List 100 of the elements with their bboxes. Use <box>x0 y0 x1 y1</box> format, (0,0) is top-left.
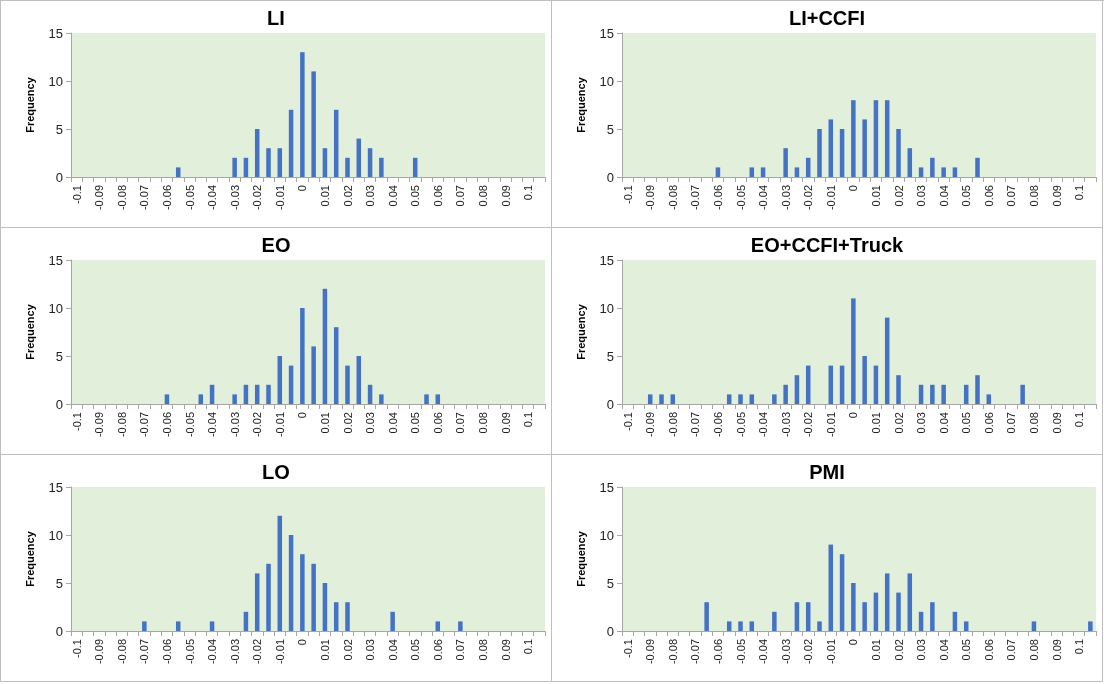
x-tick-label: -0.03 <box>779 185 792 211</box>
bar <box>300 52 305 177</box>
x-tick-label: -0.02 <box>802 639 815 665</box>
x-tick-label: 0.02 <box>341 185 354 207</box>
x-tick-label: 0.07 <box>454 412 467 434</box>
x-tick-label: 0.06 <box>982 412 995 434</box>
y-tick-label: 10 <box>48 73 63 89</box>
x-tick-label: 0.07 <box>454 639 467 661</box>
y-tick-label: 5 <box>55 121 63 137</box>
x-tick-label: -0.07 <box>138 639 151 665</box>
x-tick-label: 0.02 <box>892 185 905 207</box>
x-tick-label: 0 <box>296 185 309 192</box>
x-tick-label: -0.07 <box>689 185 702 211</box>
chart-title: EO+CCFI+Truck <box>750 234 905 256</box>
y-axis-title: Frequency <box>574 76 587 133</box>
x-tick-label: 0 <box>847 185 860 192</box>
x-tick-label: -0.04 <box>206 185 219 211</box>
x-tick-label: 0.1 <box>522 639 535 655</box>
x-tick-label: -0.02 <box>251 639 264 665</box>
x-tick-label: 0.1 <box>1073 639 1086 655</box>
x-tick-label: 0.07 <box>454 185 467 207</box>
bar <box>670 394 676 404</box>
bar <box>749 621 755 631</box>
x-tick-label: 0.02 <box>892 639 905 661</box>
x-tick-label: 0.06 <box>982 639 995 661</box>
bar <box>435 621 441 631</box>
bar <box>794 167 800 177</box>
x-tick-label: 0.04 <box>937 639 950 661</box>
y-tick-label: 10 <box>599 527 614 543</box>
x-tick-label: 0 <box>296 639 309 646</box>
y-tick-label: 15 <box>48 479 63 495</box>
x-tick-label: -0.08 <box>115 639 128 665</box>
bar <box>726 394 732 404</box>
bar <box>311 346 316 404</box>
bar <box>941 167 946 177</box>
x-tick-label: -0.08 <box>666 639 679 665</box>
bar <box>952 167 958 177</box>
x-tick-label: -0.1 <box>70 639 83 658</box>
bar <box>175 621 181 631</box>
x-tick-label: 0.08 <box>476 185 489 207</box>
x-tick-label: 0.1 <box>1073 185 1086 201</box>
x-tick-label: 0.01 <box>318 185 331 207</box>
y-tick-label: 5 <box>606 121 614 137</box>
bar <box>738 621 743 631</box>
x-tick-label: -0.06 <box>160 639 173 665</box>
bar <box>930 384 935 404</box>
x-tick-label: 0.05 <box>409 639 422 661</box>
x-tick-label: 0.01 <box>318 412 331 434</box>
x-tick-label: -0.03 <box>228 412 241 438</box>
x-tick-label: -0.1 <box>70 185 83 204</box>
x-tick-label: 0.09 <box>1050 185 1063 207</box>
x-tick-label: -0.05 <box>183 412 196 438</box>
y-tick-label: 15 <box>48 252 63 268</box>
x-tick-label: 0.01 <box>869 412 882 434</box>
x-tick-label: 0.01 <box>869 639 882 661</box>
x-tick-label: -0.1 <box>621 185 634 204</box>
x-tick-label: 0.08 <box>476 639 489 661</box>
x-tick-label: 0.1 <box>522 185 535 201</box>
y-tick-label: 5 <box>55 348 63 364</box>
x-tick-label: 0.09 <box>499 185 512 207</box>
x-tick-label: -0.06 <box>160 412 173 438</box>
y-tick-label: 5 <box>606 575 614 591</box>
x-tick-label: 0.09 <box>1050 639 1063 661</box>
x-tick-label: -0.07 <box>138 185 151 211</box>
bar <box>345 602 350 631</box>
bar <box>1088 621 1093 631</box>
y-tick-label: 15 <box>599 25 614 41</box>
bar <box>164 394 170 404</box>
x-tick-label: -0.04 <box>206 639 219 665</box>
bar <box>772 611 777 631</box>
x-tick-label: -0.04 <box>757 185 770 211</box>
x-tick-label: -0.05 <box>734 185 747 211</box>
bar <box>647 394 653 404</box>
bar <box>896 592 901 631</box>
bar <box>896 375 901 404</box>
y-tick-label: 15 <box>599 252 614 268</box>
x-tick-label: -0.09 <box>644 185 657 211</box>
x-tick-label: 0.03 <box>364 412 377 434</box>
bar <box>986 394 992 404</box>
x-tick-label: -0.08 <box>666 412 679 438</box>
chart-title: EO <box>261 234 291 256</box>
chart-title: PMI <box>809 461 845 483</box>
y-tick-label: 10 <box>599 300 614 316</box>
x-tick-label: 0.05 <box>409 412 422 434</box>
y-tick-label: 10 <box>599 73 614 89</box>
x-tick-label: -0.1 <box>621 412 634 431</box>
bar <box>896 129 901 177</box>
x-tick-label: -0.09 <box>644 412 657 438</box>
bar <box>704 602 709 631</box>
x-tick-label: -0.03 <box>779 639 792 665</box>
bar <box>232 394 237 404</box>
x-tick-label: 0.04 <box>386 639 399 661</box>
x-tick-label: -0.05 <box>183 639 196 665</box>
bar <box>266 148 271 177</box>
x-tick-label: -0.1 <box>621 639 634 658</box>
bar <box>930 602 935 631</box>
bar <box>851 298 856 404</box>
x-tick-label: -0.07 <box>689 412 702 438</box>
x-tick-label: -0.06 <box>160 185 173 211</box>
x-tick-label: 0.05 <box>960 185 973 207</box>
